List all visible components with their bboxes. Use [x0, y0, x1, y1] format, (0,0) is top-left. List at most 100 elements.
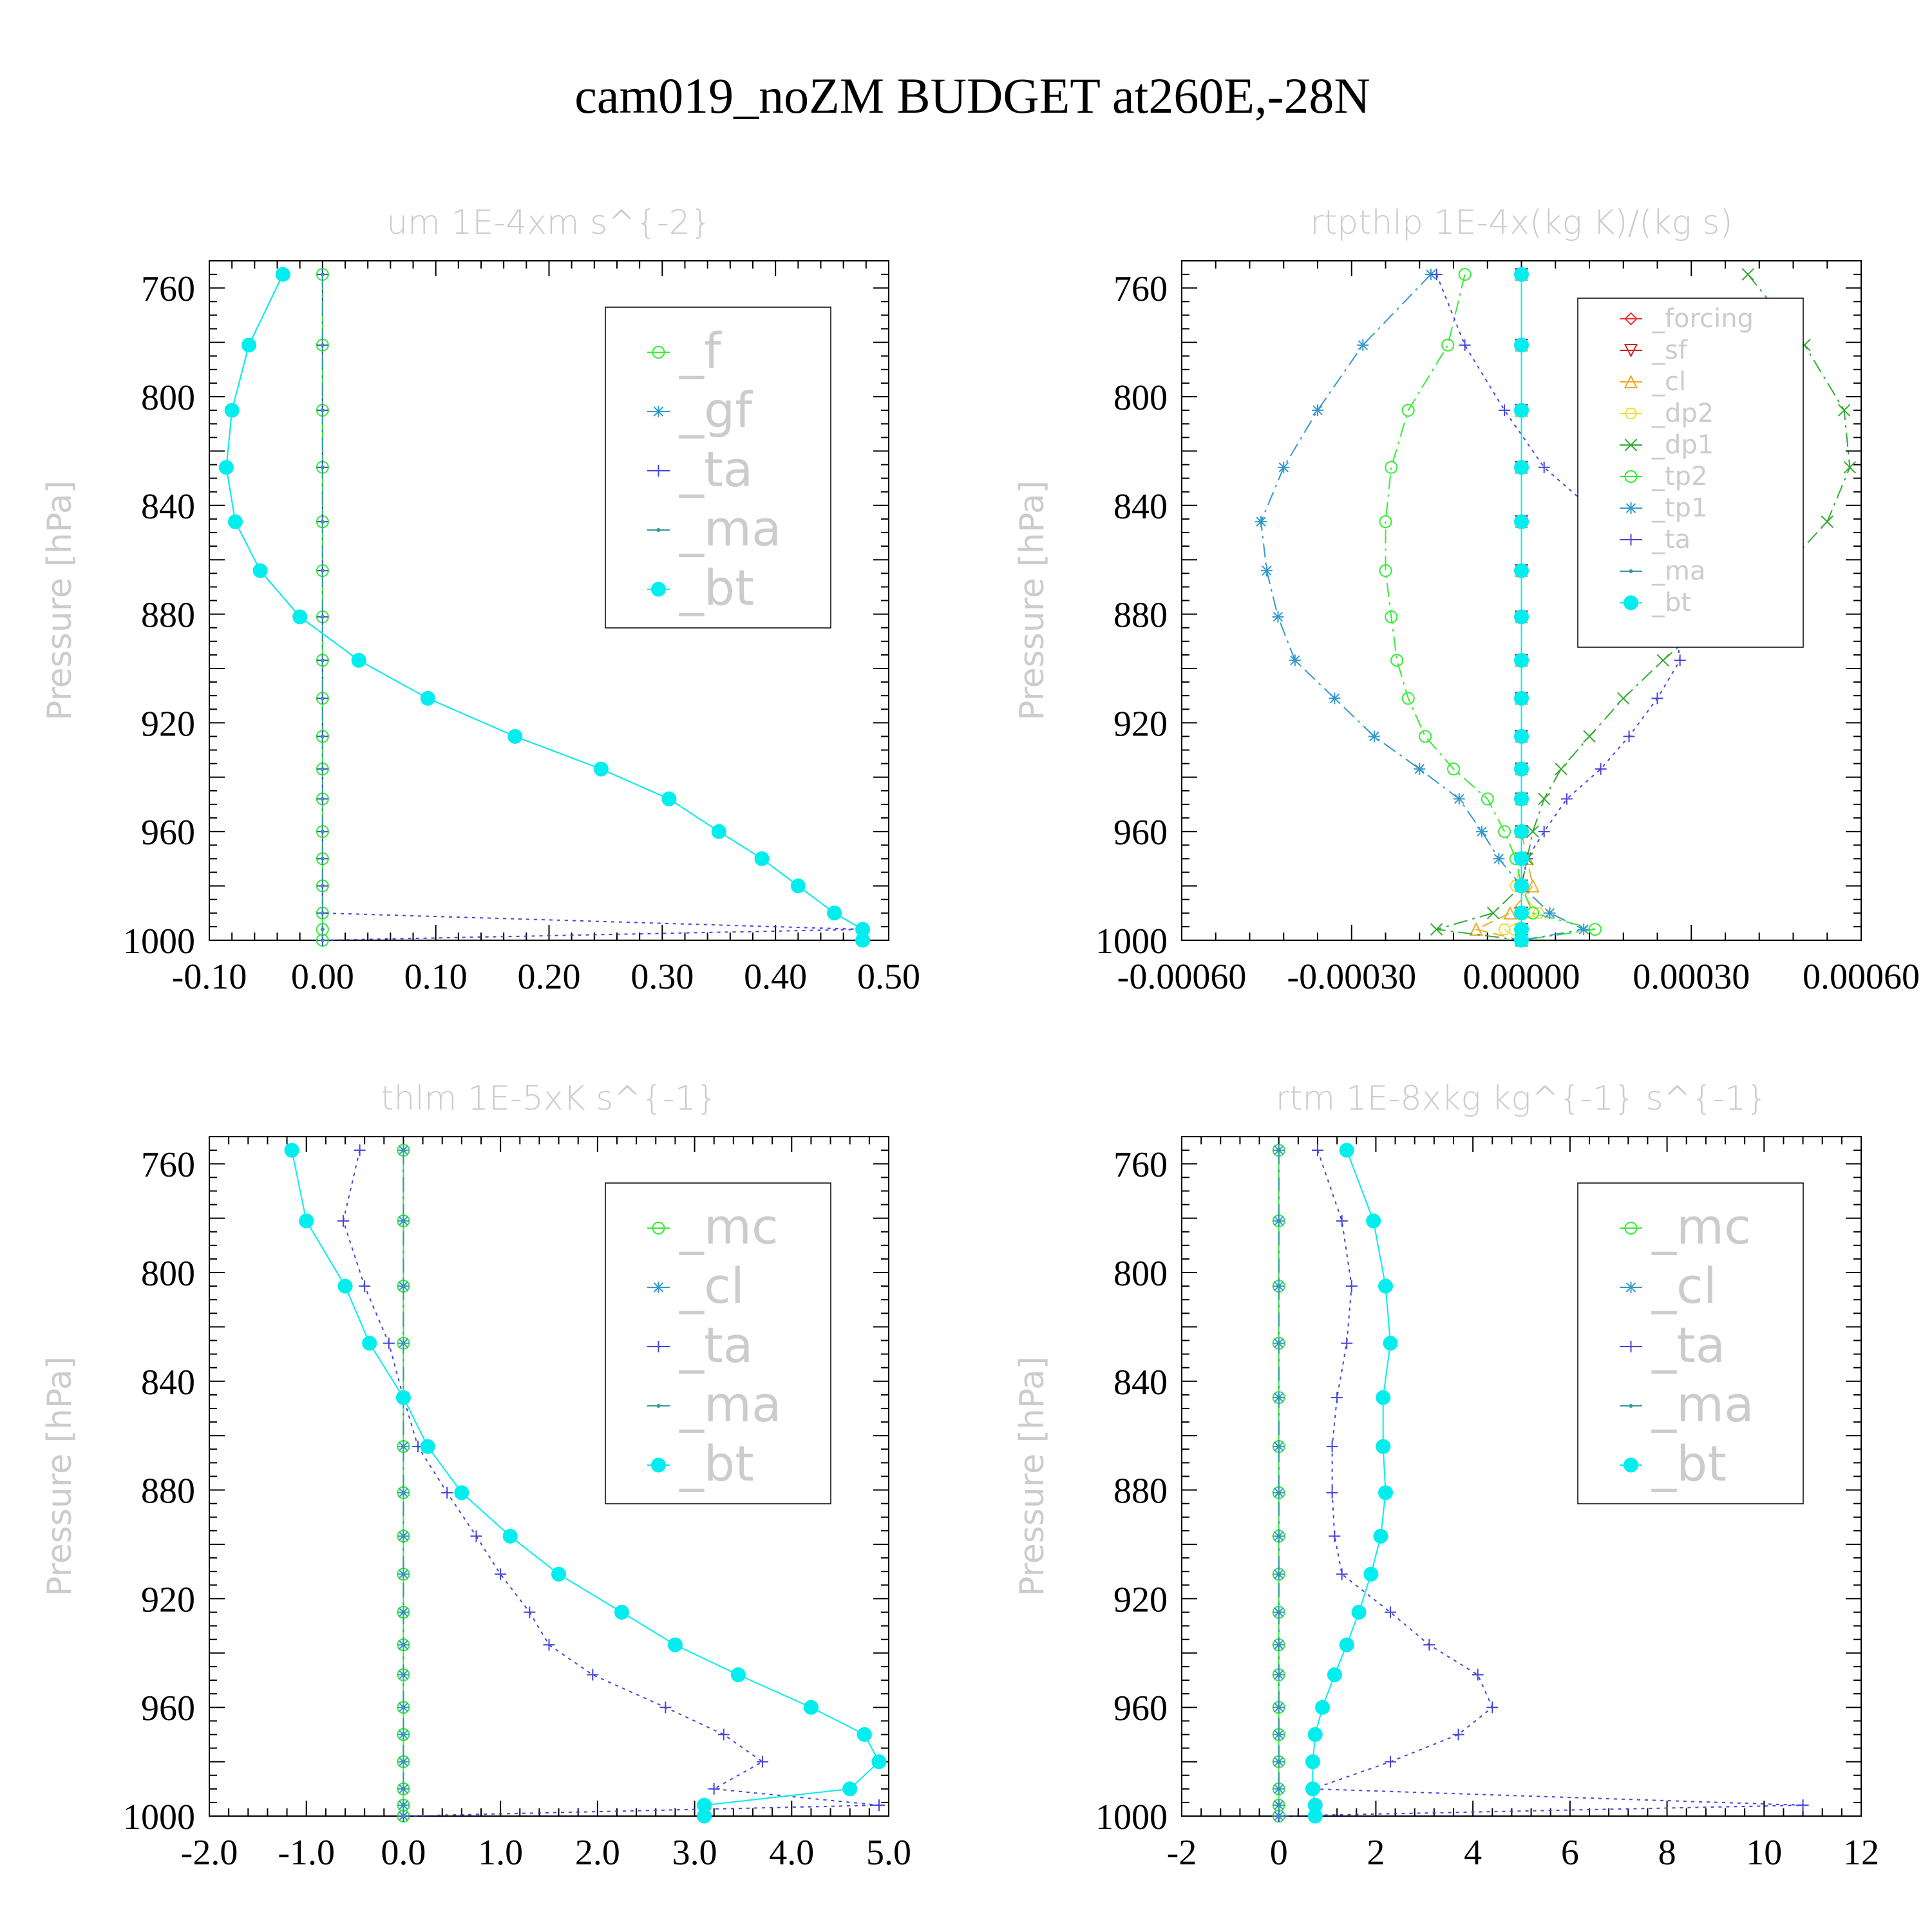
legend-label-bt: _bt — [1651, 1435, 1727, 1492]
data-point-ma — [1276, 1732, 1281, 1737]
legend-label-mc: _mc — [679, 1198, 779, 1255]
data-point-bt — [1514, 824, 1529, 839]
legend-marker-ta — [1625, 1341, 1637, 1352]
data-point-ma — [401, 1444, 406, 1449]
data-point-dp1 — [1430, 923, 1443, 936]
y-tick-label: 1000 — [1095, 1797, 1168, 1837]
y-tick-label: 880 — [141, 596, 195, 636]
legend-marker-ta — [652, 465, 665, 477]
data-point-bt — [1514, 267, 1529, 282]
y-tick-label: 960 — [141, 813, 195, 853]
data-point-ta — [1486, 1701, 1499, 1714]
x-tick-label: -1.0 — [278, 1833, 335, 1873]
data-point-ta — [1623, 730, 1635, 743]
data-point-ma — [320, 696, 325, 701]
data-point-ma — [401, 1814, 406, 1818]
legend-label-cl: _cl — [1651, 367, 1686, 397]
y-tick-label: 840 — [1113, 487, 1168, 527]
y-axis-title: Pressure [hPa] — [41, 480, 79, 721]
x-tick-label: 4.0 — [769, 1833, 814, 1873]
series-group — [284, 1142, 887, 1824]
x-tick-label: 2 — [1367, 1833, 1385, 1873]
data-point-tp2 — [1481, 792, 1494, 806]
data-point-ma — [401, 1732, 406, 1737]
legend-label-dp1: _dp1 — [1651, 430, 1714, 460]
x-tick-label: 0.00000 — [1463, 957, 1580, 997]
data-point-ma — [401, 1786, 406, 1791]
data-point-ta — [1560, 793, 1573, 805]
x-tick-label: -2.0 — [181, 1833, 238, 1873]
data-point-dp1 — [1537, 792, 1551, 806]
x-tick-label: 2.0 — [575, 1833, 620, 1873]
data-point-tp1 — [1368, 730, 1380, 743]
data-point-ta — [1345, 1280, 1358, 1293]
x-tick-label: -2 — [1167, 1833, 1197, 1873]
legend-label-ma: _ma — [679, 1376, 782, 1433]
data-point-bt — [454, 1485, 469, 1501]
data-point-ma — [1276, 1534, 1281, 1539]
data-point-ta — [659, 1701, 672, 1714]
data-point-dp1 — [1656, 654, 1669, 667]
data-point-bt — [507, 729, 523, 744]
legend-label-bt: _bt — [679, 1435, 754, 1492]
data-point-tp2 — [1401, 692, 1415, 705]
data-point-bt — [711, 824, 726, 839]
data-point-ma — [320, 927, 325, 932]
data-point-bt — [871, 1754, 887, 1770]
data-point-bt — [593, 761, 609, 777]
data-point-tp2 — [1385, 460, 1398, 474]
data-point-bt — [827, 905, 842, 921]
x-tick-label: 5.0 — [866, 1833, 911, 1873]
data-point-bt — [224, 402, 240, 418]
legend-marker-mc — [652, 1222, 665, 1235]
data-point-tp2 — [1441, 338, 1455, 352]
series-line-cl — [1474, 274, 1534, 941]
legend-label-ma: _ma — [1651, 1376, 1754, 1433]
data-point-tp2 — [1379, 564, 1392, 578]
y-tick-label: 920 — [141, 704, 195, 744]
y-tick-label: 880 — [141, 1472, 195, 1511]
data-point-bt — [1514, 609, 1529, 625]
data-point-dp1 — [1486, 907, 1500, 920]
data-point-tp1 — [1414, 763, 1426, 775]
data-point-bt — [420, 1439, 435, 1454]
data-point-bt — [1305, 1781, 1320, 1797]
data-point-bt — [614, 1605, 630, 1620]
data-point-ta — [757, 1756, 769, 1768]
data-point-ma — [1276, 1572, 1281, 1577]
data-point-bt — [1514, 729, 1529, 744]
data-point-bt — [1327, 1667, 1342, 1683]
data-point-ta — [1385, 1756, 1397, 1768]
data-point-ma — [1276, 1803, 1281, 1808]
legend-marker-ma — [1629, 1404, 1633, 1408]
data-point-ma — [320, 938, 325, 942]
legend-label-ma: _ma — [1651, 556, 1705, 586]
legend-marker-f — [652, 346, 665, 359]
data-point-cl — [1469, 922, 1483, 936]
data-point-ta — [1459, 339, 1471, 351]
data-point-ta — [543, 1639, 555, 1651]
data-point-tp1 — [1475, 826, 1488, 838]
data-point-ta — [383, 1337, 395, 1349]
data-point-ta — [441, 1486, 453, 1499]
y-tick-label: 800 — [141, 378, 195, 418]
data-point-ma — [320, 911, 325, 915]
legend-marker-ma — [1629, 569, 1633, 573]
data-point-tp1 — [1578, 923, 1590, 936]
data-point-bt — [351, 652, 366, 668]
data-point-ta — [1797, 1799, 1809, 1812]
data-point-bt — [697, 1808, 712, 1824]
y-tick-label: 960 — [141, 1689, 195, 1728]
data-point-bt — [1514, 761, 1529, 777]
data-point-ma — [1276, 1490, 1281, 1495]
data-point-dp1 — [1617, 692, 1630, 705]
legend-label-ta: _ta — [1651, 1316, 1725, 1374]
data-point-ma — [320, 408, 325, 413]
y-tick-label: 760 — [1113, 1145, 1168, 1185]
y-axis-title: Pressure [hPa] — [41, 1356, 79, 1596]
data-point-ma — [401, 1643, 406, 1647]
y-tick-label: 960 — [1113, 1689, 1168, 1728]
y-tick-label: 920 — [1113, 1580, 1168, 1620]
data-point-ta — [1329, 1530, 1341, 1542]
